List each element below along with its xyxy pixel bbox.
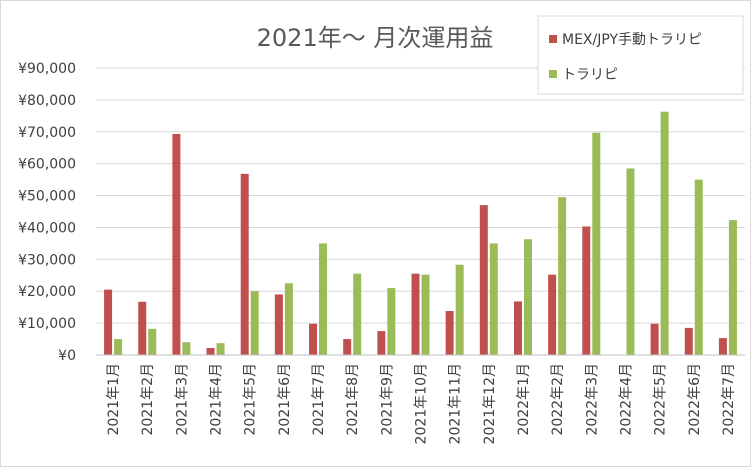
y-tick-label: ¥70,000 xyxy=(18,125,76,141)
bar-trarepi xyxy=(216,343,225,355)
chart-title: 2021年～ 月次運用益 xyxy=(257,24,494,52)
bar-trarepi xyxy=(353,273,362,355)
bar-trarepi xyxy=(523,239,532,355)
y-tick-label: ¥30,000 xyxy=(18,252,76,268)
legend-swatch-series-1 xyxy=(549,35,557,43)
x-tick-label: 2021年2月 xyxy=(140,363,156,436)
bar-mex-jpy xyxy=(445,310,454,355)
bar-mex-jpy xyxy=(240,173,249,355)
bars xyxy=(104,111,737,355)
bar-mex-jpy xyxy=(582,226,591,355)
bar-mex-jpy xyxy=(104,289,113,355)
bar-trarepi xyxy=(489,243,498,355)
bar-mex-jpy xyxy=(138,301,147,355)
x-tick-label: 2022年4月 xyxy=(618,363,634,436)
legend-label-series-1: MEX/JPY手動トラリピ xyxy=(562,32,702,48)
bar-mex-jpy xyxy=(548,274,557,355)
legend-box xyxy=(537,15,744,95)
x-tick-label: 2021年4月 xyxy=(209,363,225,436)
bar-mex-jpy xyxy=(411,273,420,355)
bar-trarepi xyxy=(694,179,703,355)
bar-trarepi xyxy=(319,243,328,355)
x-tick-label: 2021年1月 xyxy=(106,363,122,436)
x-tick-label: 2021年12月 xyxy=(482,363,498,444)
legend: MEX/JPY手動トラリピ トラリピ xyxy=(537,15,744,95)
y-axis-ticks: ¥0 ¥10,000 ¥20,000 ¥30,000 ¥40,000 ¥50,000 ¥60… xyxy=(18,61,76,364)
bar-mex-jpy xyxy=(172,134,181,355)
x-tick-label: 2022年1月 xyxy=(516,363,532,436)
bar-trarepi xyxy=(455,264,464,355)
x-tick-label: 2021年3月 xyxy=(174,363,190,436)
bar-trarepi xyxy=(114,339,123,355)
x-tick-label: 2021年7月 xyxy=(311,363,327,436)
x-tick-label: 2022年7月 xyxy=(721,363,737,436)
y-tick-label: ¥20,000 xyxy=(18,284,76,300)
x-tick-label: 2022年6月 xyxy=(687,363,703,436)
bar-mex-jpy xyxy=(206,347,215,355)
bar-trarepi xyxy=(284,283,293,355)
x-tick-label: 2022年2月 xyxy=(550,363,566,436)
y-tick-label: ¥10,000 xyxy=(18,316,76,332)
x-axis-ticks: 2021年1月 2021年2月 2021年3月 2021年4月 2021年5月 2021年… xyxy=(106,363,737,444)
x-tick-label: 2021年8月 xyxy=(345,363,361,436)
x-tick-label: 2021年9月 xyxy=(379,363,395,436)
legend-label-series-2: トラリピ xyxy=(562,67,618,83)
bar-mex-jpy xyxy=(513,301,522,355)
bar-trarepi xyxy=(558,197,567,355)
y-tick-label: ¥40,000 xyxy=(18,220,76,236)
bar-mex-jpy xyxy=(479,205,488,355)
y-tick-label: ¥60,000 xyxy=(18,157,76,173)
bar-trarepi xyxy=(626,168,635,355)
bar-trarepi xyxy=(421,274,430,355)
bar-mex-jpy xyxy=(684,327,693,355)
bar-trarepi xyxy=(660,111,669,355)
bar-trarepi xyxy=(728,220,737,355)
bar-trarepi xyxy=(387,288,396,355)
x-tick-label: 2021年11月 xyxy=(448,363,464,444)
x-tick-label: 2021年10月 xyxy=(414,363,430,444)
bar-trarepi xyxy=(592,132,601,355)
y-tick-label: ¥0 xyxy=(58,348,76,364)
bar-trarepi xyxy=(250,291,259,355)
x-tick-label: 2022年3月 xyxy=(584,363,600,436)
y-tick-label: ¥90,000 xyxy=(18,61,76,77)
y-tick-label: ¥50,000 xyxy=(18,189,76,205)
bar-mex-jpy xyxy=(650,323,659,355)
bar-mex-jpy xyxy=(274,294,283,355)
bar-trarepi xyxy=(182,342,191,355)
x-tick-label: 2021年6月 xyxy=(277,363,293,436)
legend-swatch-series-2 xyxy=(549,70,557,78)
bar-mex-jpy xyxy=(718,338,727,355)
y-tick-label: ¥80,000 xyxy=(18,93,76,109)
bar-mex-jpy xyxy=(309,323,318,355)
bar-trarepi xyxy=(148,328,157,355)
bar-mex-jpy xyxy=(377,331,386,355)
x-tick-label: 2021年5月 xyxy=(243,363,259,436)
x-tick-label: 2022年5月 xyxy=(653,363,669,436)
bar-mex-jpy xyxy=(343,339,352,355)
